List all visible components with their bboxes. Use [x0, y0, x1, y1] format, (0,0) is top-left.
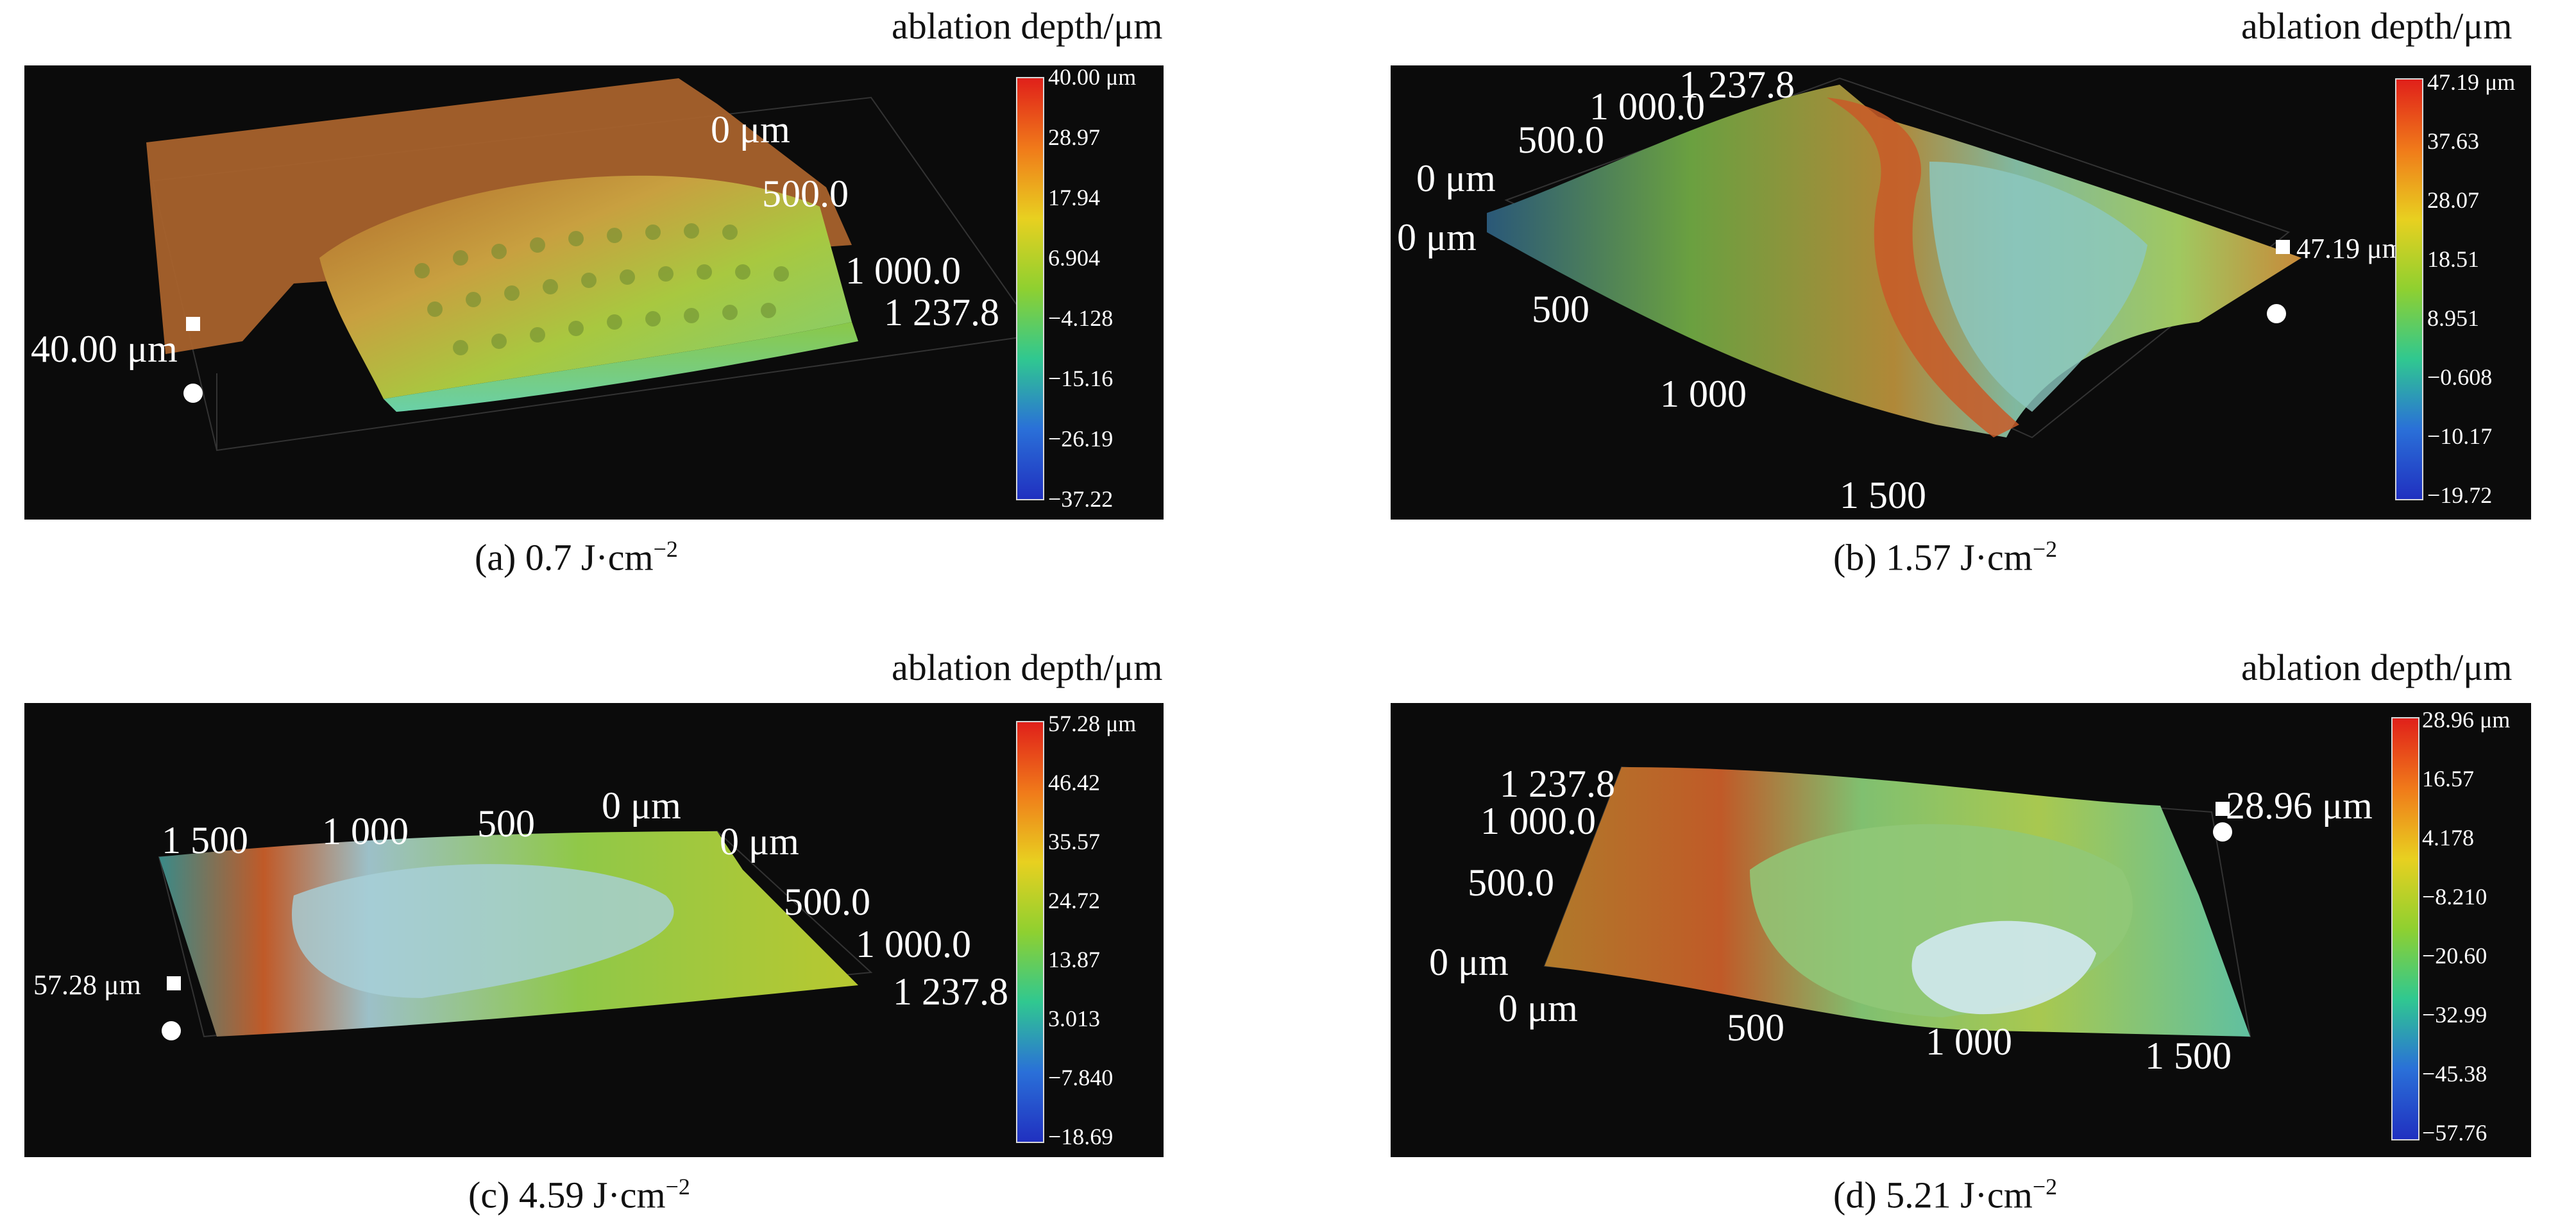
panel-c-cb-tick-3: 24.72 — [1048, 888, 1100, 913]
panel-a-caption: (a) 0.7 J·cm−2 — [475, 536, 678, 579]
panel-d-origin-dot — [2213, 822, 2232, 842]
panel-d-axis-label-3: 0 μm — [1429, 941, 1509, 983]
panel-c-crater — [291, 864, 674, 998]
panel-d-cb-tick-1: 16.57 — [2422, 766, 2474, 792]
panel-b-axis-label-7: 1 500 — [1840, 474, 1926, 516]
panel-d-caption: (d) 5.21 J·cm−2 — [1833, 1174, 2058, 1216]
panel-a-ripple-texture — [414, 223, 789, 355]
panel-d-crater-center — [1911, 920, 2096, 1015]
panel-a-axis-label-3: 1 237.8 — [884, 291, 999, 334]
panel-d-cb-tick-7: −57.76 — [2422, 1120, 2487, 1146]
panel-d-3d-view: 1 237.8 1 000.0 500.0 0 μm 0 μm 500 1 00… — [1391, 703, 2531, 1157]
panel-c-axis-label-2: 500 — [477, 802, 535, 845]
panel-d-height-label: 28.96 μm — [2226, 784, 2373, 827]
panel-d-axis-label-7: 1 500 — [2145, 1035, 2232, 1077]
panel-c-axis-label-5: 500.0 — [784, 881, 870, 923]
panel-b-caption: (b) 1.57 J·cm−2 — [1833, 536, 2058, 579]
panel-c-cb-tick-2: 35.57 — [1048, 829, 1100, 854]
panel-b-surface — [1487, 77, 2301, 439]
panel-a-axis-label-1: 500.0 — [762, 173, 849, 215]
panel-a-cb-tick-0: 40.00 μm — [1048, 65, 1137, 90]
panel-d-cb-tick-3: −8.210 — [2422, 884, 2487, 910]
panel-a-axis-label-2: 1 000.0 — [845, 250, 961, 292]
panel-c-height-label: 57.28 μm — [33, 969, 141, 1001]
panel-a-axis-label-0: 0 μm — [711, 108, 790, 151]
panel-a-cb-tick-2: 17.94 — [1048, 185, 1100, 210]
panel-a-surface — [146, 78, 1039, 452]
panel-c-axis-label-1: 1 000 — [322, 810, 409, 852]
panel-b-height-label: 47.19 μm — [2296, 233, 2404, 264]
panel-d-axis-label-5: 500 — [1727, 1006, 1784, 1049]
panel-a-cb-tick-5: −15.16 — [1048, 366, 1114, 391]
panel-b-axis-label-1: 1 000.0 — [1589, 85, 1705, 128]
panel-b-crater — [1929, 162, 2148, 412]
panel-d-colorbar — [2391, 717, 2419, 1140]
panel-d-cb-tick-6: −45.38 — [2422, 1061, 2487, 1087]
panel-b-cb-tick-2: 28.07 — [2427, 187, 2479, 213]
panel-c-cb-tick-7: −18.69 — [1048, 1124, 1114, 1149]
panel-d-axis-label-2: 500.0 — [1468, 861, 1554, 904]
panel-c-title: ablation depth/μm — [892, 647, 1163, 688]
panel-a-title: ablation depth/μm — [892, 5, 1163, 47]
panel-d-axis-label-6: 1 000 — [1926, 1021, 2012, 1063]
panel-a-cb-tick-3: 6.904 — [1048, 245, 1100, 271]
panel-d-title: ablation depth/μm — [2241, 647, 2512, 688]
panel-c-axis-label-7: 1 237.8 — [893, 970, 1008, 1013]
panel-a-height-label: 40.00 μm — [31, 328, 178, 370]
panel-c-cb-tick-5: 3.013 — [1048, 1006, 1100, 1031]
panel-d-axis-label-4: 0 μm — [1498, 987, 1578, 1029]
panel-c-axis-label-6: 1 000.0 — [856, 923, 971, 965]
panel-a-cb-tick-6: −26.19 — [1048, 426, 1114, 452]
panel-d-surface — [1543, 766, 2251, 1038]
panel-a-colorbar — [1016, 77, 1044, 500]
panel-c-surface — [158, 830, 873, 1038]
panel-c-cb-tick-0: 57.28 μm — [1048, 711, 1137, 736]
panel-a-3d-view: 0 μm 500.0 1 000.0 1 237.8 40.00 μm 40.0… — [24, 65, 1164, 520]
panel-d-cb-tick-4: −20.60 — [2422, 943, 2487, 969]
panel-b-axis-label-3: 0 μm — [1416, 157, 1496, 199]
panel-b-cb-tick-5: −0.608 — [2427, 364, 2493, 390]
panel-d-cb-tick-0: 28.96 μm — [2422, 707, 2511, 733]
panel-c-3d-view: 1 500 1 000 500 0 μm 0 μm 500.0 1 000.0 … — [24, 703, 1164, 1157]
panel-b-height-marker — [2276, 240, 2290, 254]
panel-a-crater — [319, 175, 852, 399]
panel-b-cb-tick-4: 8.951 — [2427, 305, 2479, 331]
panel-d-cb-tick-2: 4.178 — [2422, 825, 2474, 851]
panel-d-height-marker — [2216, 802, 2230, 816]
panel-b-axis-label-0: 1 237.8 — [1679, 65, 1795, 106]
panel-c-caption: (c) 4.59 J·cm−2 — [468, 1174, 690, 1216]
panel-b-cb-tick-1: 37.63 — [2427, 128, 2479, 154]
panel-b-cb-tick-3: 18.51 — [2427, 246, 2479, 272]
panel-b-title: ablation depth/μm — [2241, 5, 2512, 47]
panel-a-cb-tick-4: −4.128 — [1048, 305, 1114, 331]
panel-b-cb-tick-6: −10.17 — [2427, 423, 2493, 449]
panel-d-axis-label-0: 1 237.8 — [1500, 763, 1615, 805]
panel-b-axis-label-5: 500 — [1532, 288, 1589, 330]
panel-b-colorbar — [2395, 78, 2423, 500]
panel-c-axis-label-4: 0 μm — [720, 820, 799, 863]
panel-b-origin-dot — [2267, 304, 2286, 323]
panel-b-cb-tick-7: −19.72 — [2427, 482, 2493, 508]
panel-c-colorbar — [1016, 721, 1044, 1143]
panel-d-cb-tick-5: −32.99 — [2422, 1002, 2487, 1028]
panel-d-axis-label-1: 1 000.0 — [1480, 800, 1596, 842]
panel-b-axis-label-6: 1 000 — [1660, 373, 1747, 415]
panel-b-axis-label-2: 500.0 — [1518, 119, 1604, 161]
panel-c-cb-tick-1: 46.42 — [1048, 770, 1100, 795]
panel-c-cb-tick-4: 13.87 — [1048, 947, 1100, 972]
panel-b-cb-tick-0: 47.19 μm — [2427, 69, 2516, 95]
panel-b-3d-view: 1 237.8 1 000.0 500.0 0 μm 0 μm 500 1 00… — [1391, 65, 2531, 520]
panel-a-cb-tick-1: 28.97 — [1048, 124, 1100, 150]
panel-c-origin-dot — [162, 1021, 181, 1040]
panel-b-axis-label-4: 0 μm — [1397, 216, 1477, 258]
panel-a-cb-tick-7: −37.22 — [1048, 486, 1114, 512]
panel-a-origin-dot — [183, 384, 203, 403]
panel-c-cb-tick-6: −7.840 — [1048, 1065, 1114, 1090]
panel-c-axis-label-0: 1 500 — [162, 819, 248, 861]
panel-a-front-wall — [384, 322, 858, 412]
panel-c-axis-label-3: 0 μm — [602, 784, 681, 827]
panel-c-height-marker — [167, 976, 181, 990]
panel-a-height-marker — [186, 317, 200, 331]
